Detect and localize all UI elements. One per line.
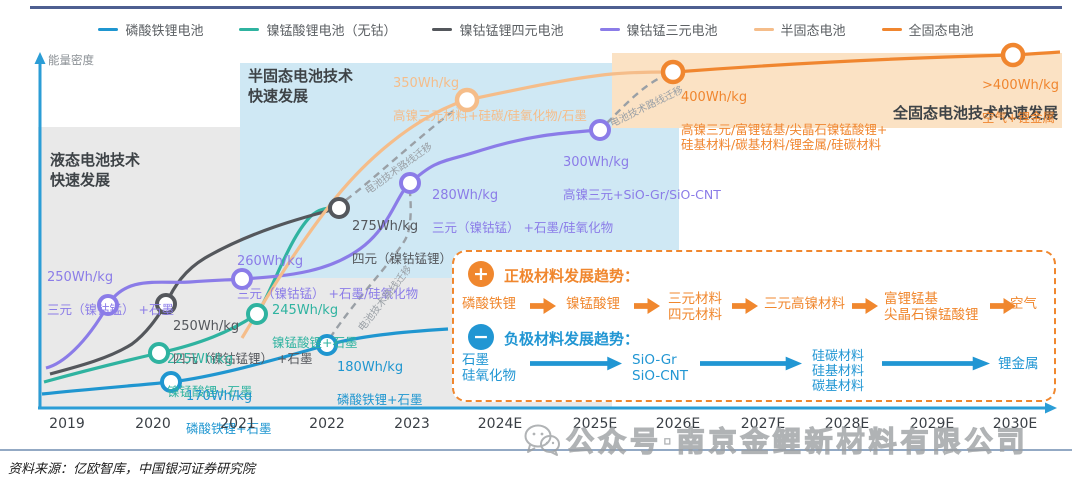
annotation-allsolid-400: 400Wh/kg 高镍三元/富锂锰基/尖晶石镍锰酸锂+ 硅基材料/碳基材料/锂金… — [681, 89, 888, 153]
anode-step-silicon: 硅碳材料 硅基材料 碳基材料 — [812, 349, 865, 394]
annotation-lnmo-225: 225Wh/kg 镍锰酸锂+石墨 — [167, 351, 253, 399]
annotation-ternary-250: 250Wh/kg 三元（镍钴锰） +石墨 — [47, 269, 174, 317]
legend-item-quaternary: 镍钴锰锂四元电池 — [432, 20, 564, 39]
annotation-allsolid-400plus: >400Wh/kg 空气+锂金属 — [982, 77, 1059, 125]
allsolid-stage-region — [612, 53, 1062, 128]
anode-trend-title: 负极材料发展趋势： — [504, 330, 640, 348]
x-tick-2029e: 2029E — [909, 416, 955, 432]
anode-step-graphite: 石墨 硅氧化物 — [462, 352, 516, 384]
legend-label: 镍锰酸锂电池（无钴） — [266, 24, 397, 39]
series-color-swatch — [432, 28, 453, 31]
plus-icon: + — [468, 261, 494, 287]
material-trends-box: + 正极材料发展趋势： 磷酸铁锂 镍锰酸锂 三元材料 四元材料 三元高镍材料 富… — [452, 250, 1056, 402]
marker-allsolid-400 — [660, 59, 686, 85]
arrow-right-icon — [530, 298, 556, 314]
cathode-trend-title: 正极材料发展趋势： — [504, 267, 640, 285]
x-tick-2020: 2020 — [135, 416, 171, 432]
liquid-stage-label: 液态电池技术 快速发展 — [50, 151, 141, 190]
annotation-lnmo-245: 245Wh/kg 镍锰酸锂+石墨 — [272, 302, 358, 350]
annotation-lfp-170: 170Wh/kg 磷酸铁锂+石墨 — [186, 388, 272, 436]
series-color-swatch — [753, 28, 774, 31]
arrow-right-icon — [882, 356, 990, 371]
marker-semisolid-350 — [454, 87, 480, 113]
cathode-step-lfp: 磷酸铁锂 — [462, 296, 516, 312]
curve-lfp — [41, 327, 449, 396]
marker-lfp-180 — [316, 334, 338, 356]
legend-item-allsolid: 全固态电池 — [881, 20, 974, 39]
arrow-right-icon — [732, 298, 758, 314]
arrow-right-icon — [634, 298, 660, 314]
x-tick-2027e: 2027E — [740, 416, 786, 432]
cathode-step-ternary: 三元材料 四元材料 — [668, 291, 722, 323]
x-tick-2022: 2022 — [309, 416, 345, 432]
marker-quaternary-250 — [155, 293, 177, 315]
marker-allsolid-400plus — [1000, 42, 1026, 68]
series-color-swatch — [239, 28, 260, 31]
footer-divider — [0, 449, 1072, 451]
marker-ternary-260 — [231, 268, 253, 290]
series-color-swatch — [881, 28, 902, 31]
legend-label: 镍钴锰三元电池 — [626, 24, 718, 39]
marker-lnmo-225 — [148, 342, 170, 364]
legend-item-lnmo: 镍锰酸锂电池（无钴） — [239, 20, 396, 39]
x-tick-2023: 2023 — [394, 416, 430, 432]
x-tick-2024e: 2024E — [477, 416, 523, 432]
marker-quaternary-275 — [328, 197, 350, 219]
minus-icon: − — [468, 324, 494, 350]
cathode-step-air: 空气 — [1010, 296, 1037, 312]
series-color-swatch — [599, 28, 620, 31]
arrow-right-icon — [852, 298, 878, 314]
annotation-semisolid-350: 350Wh/kg 高镍三元材料+硅碳/硅氧化物/石墨 — [393, 75, 587, 123]
x-tick-2019: 2019 — [49, 416, 85, 432]
cathode-step-lnmo: 镍锰酸锂 — [566, 296, 620, 312]
cathode-step-lirich: 富锂锰基 尖晶石镍锰酸锂 — [884, 291, 979, 323]
marker-lnmo-245 — [246, 303, 268, 325]
legend-item-lfp: 磷酸铁锂电池 — [98, 20, 203, 39]
arrow-right-icon — [700, 356, 802, 371]
annotation-quaternary-250: 250Wh/kg 四元（镍钴锰锂） +石墨 — [173, 318, 313, 366]
legend: 磷酸铁锂电池 镍锰酸锂电池（无钴） 镍钴锰锂四元电池 镍钴锰三元电池 半固态电池… — [0, 20, 1072, 39]
marker-ternary-250 — [97, 294, 119, 316]
legend-item-semisolid: 半固态电池 — [753, 20, 846, 39]
arrow-right-icon — [530, 356, 622, 371]
legend-label: 磷酸铁锂电池 — [125, 24, 204, 39]
anode-step-limetal: 锂金属 — [998, 356, 1039, 372]
marker-ternary-280 — [399, 172, 421, 194]
semisolid-stage-label: 半固态电池技术 快速发展 — [248, 67, 354, 106]
source-note: 资料来源：亿欧智库，中国银河证券研究院 — [8, 462, 256, 477]
annotation-ternary-280: 280Wh/kg 三元（镍钴锰） +石墨/硅氧化物 — [432, 187, 614, 235]
annotation-ternary-300: 300Wh/kg 高镍三元+SiO-Gr/SiO-CNT — [563, 154, 721, 202]
curve-allsolid — [674, 50, 1061, 74]
top-divider — [30, 6, 1062, 9]
annotation-ternary-260: 260Wh/kg 三元（镍钴锰） +石墨/硅氧化物 — [237, 253, 419, 301]
x-axis-arrow-icon — [1045, 402, 1057, 414]
x-tick-2021: 2021 — [220, 416, 256, 432]
legend-label: 半固态电池 — [780, 24, 846, 39]
migration-line-3 — [606, 74, 665, 124]
migration-line-2 — [345, 107, 458, 201]
anode-step-sio: SiO-Gr SiO-CNT — [632, 352, 688, 384]
x-tick-2026e: 2026E — [655, 416, 701, 432]
legend-item-ternary: 镍钴锰三元电池 — [599, 20, 718, 39]
marker-ternary-300 — [589, 119, 611, 141]
allsolid-stage-label: 全固态电池技术快速发展 — [893, 104, 1059, 122]
y-axis-label: 能量密度 — [48, 53, 94, 67]
marker-lfp-170 — [160, 371, 182, 393]
y-axis-arrow-icon — [34, 52, 46, 64]
legend-label: 全固态电池 — [908, 24, 974, 39]
x-tick-2030e: 2030E — [992, 416, 1038, 432]
x-tick-2025e: 2025E — [572, 416, 618, 432]
annotation-lfp-180: 180Wh/kg 磷酸铁锂+石墨 — [337, 359, 423, 407]
series-color-swatch — [98, 28, 119, 31]
legend-label: 镍钴锰锂四元电池 — [459, 24, 564, 39]
cathode-step-highnickel: 三元高镍材料 — [764, 296, 845, 312]
x-tick-2028e: 2028E — [824, 416, 870, 432]
